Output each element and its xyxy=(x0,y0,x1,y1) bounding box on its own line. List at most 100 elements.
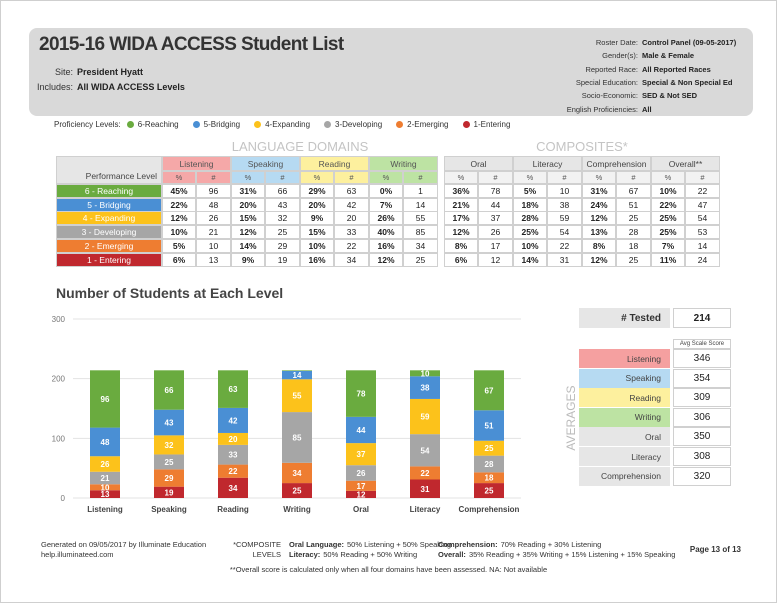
bar-label: 55 xyxy=(293,392,302,401)
count-cell: 59 xyxy=(547,211,582,226)
bar-label: 18 xyxy=(485,474,494,483)
definition: Literacy: 50% Reading + 50% Writing xyxy=(289,550,417,559)
bar-label: 66 xyxy=(165,386,174,395)
count-cell: 96 xyxy=(196,184,231,198)
definition-label: Literacy: xyxy=(289,550,321,559)
average-value: 320 xyxy=(673,466,731,486)
percent-cell: 15% xyxy=(300,225,334,240)
percent-cell: 12% xyxy=(444,225,478,240)
percent-cell: 31% xyxy=(231,184,265,198)
legend-item: 1-Entering xyxy=(462,120,510,129)
x-tick-label: Speaking xyxy=(151,505,187,514)
count-cell: 22 xyxy=(547,238,582,253)
count-cell: 17 xyxy=(478,238,513,253)
average-label: Literacy xyxy=(579,447,670,466)
bar-segment xyxy=(90,427,120,457)
legend-dot xyxy=(192,121,200,128)
header-box xyxy=(29,28,753,116)
legend-item: 4-Expanding xyxy=(254,120,310,129)
legend-dot xyxy=(126,121,134,128)
bar-segment xyxy=(282,370,312,380)
includes-label: Includes: xyxy=(36,82,73,92)
count-cell: 85 xyxy=(403,225,438,240)
report-title: 2015-16 WIDA ACCESS Student List xyxy=(39,34,344,55)
average-value: 354 xyxy=(673,368,731,388)
bar-segment xyxy=(90,471,120,485)
percent-cell: 7% xyxy=(369,197,403,212)
count-cell: 63 xyxy=(334,184,369,198)
sub-header: # xyxy=(685,171,720,184)
count-cell: 34 xyxy=(334,252,369,267)
count-cell: 53 xyxy=(685,225,720,240)
sub-header: # xyxy=(265,171,300,184)
count-cell: 14 xyxy=(403,197,438,212)
bar-segment xyxy=(154,409,184,436)
sub-header: % xyxy=(231,171,265,184)
bar-segment xyxy=(154,370,184,410)
bar-label: 38 xyxy=(421,384,430,393)
sub-header: % xyxy=(300,171,334,184)
legend-item: 3-Developing xyxy=(324,120,382,129)
sub-header: % xyxy=(369,171,403,184)
roster-value: Control Panel (09-05-2017) xyxy=(642,38,737,47)
bar-segment xyxy=(410,376,440,399)
bar-segment xyxy=(218,464,248,478)
count-cell: 54 xyxy=(685,211,720,226)
legend-text: 4-Expanding xyxy=(265,120,311,129)
average-label: Speaking xyxy=(579,368,670,388)
percent-cell: 25% xyxy=(651,225,685,240)
bar-label: 13 xyxy=(101,490,110,499)
average-label: Writing xyxy=(579,407,670,427)
count-cell: 10 xyxy=(547,184,582,198)
percent-cell: 7% xyxy=(651,238,685,253)
bar-label: 28 xyxy=(485,460,494,469)
count-cell: 12 xyxy=(478,252,513,267)
bar-label: 22 xyxy=(229,467,238,476)
bar-segment xyxy=(474,440,504,456)
legend-label: Proficiency Levels: xyxy=(54,120,121,129)
bar-segment xyxy=(474,370,504,411)
count-cell: 1 xyxy=(403,184,438,198)
roster-label: English Proficiencies: xyxy=(566,104,638,114)
chart: 0100200300131021264896Listening192925324… xyxy=(52,315,521,514)
average-label: Comprehension xyxy=(579,466,670,486)
percent-cell: 12% xyxy=(369,252,403,267)
bar-label: 63 xyxy=(229,385,238,394)
sub-header: # xyxy=(616,171,651,184)
y-tick-label: 300 xyxy=(52,315,66,324)
bar-segment xyxy=(346,490,376,498)
bar-segment xyxy=(218,370,248,408)
sub-header: % xyxy=(513,171,547,184)
percent-cell: 22% xyxy=(651,197,685,212)
sub-header: # xyxy=(478,171,513,184)
bar-segment xyxy=(410,398,440,435)
percent-cell: 16% xyxy=(300,252,334,267)
count-cell: 54 xyxy=(547,225,582,240)
bar-label: 34 xyxy=(293,469,302,478)
row-label: 2 - Emerging xyxy=(56,238,162,253)
row-label: 6 - Reaching xyxy=(56,184,162,198)
percent-cell: 12% xyxy=(582,211,616,226)
bar-segment xyxy=(90,484,120,491)
bar-segment xyxy=(218,432,248,445)
composite-label: *COMPOSITE xyxy=(233,540,281,549)
chart-title: Number of Students at Each Level xyxy=(56,285,284,301)
site-label: Site: xyxy=(54,67,73,77)
bar-label: 14 xyxy=(293,371,302,380)
bar-label: 85 xyxy=(293,433,302,442)
includes-value: All WIDA ACCESS Levels xyxy=(77,82,185,92)
bar-label: 10 xyxy=(101,483,110,492)
bar-segment xyxy=(282,412,312,463)
roster-value: Special & Non Special Ed xyxy=(642,77,733,87)
count-cell: 26 xyxy=(478,225,513,240)
roster-value: Male & Female xyxy=(642,51,695,61)
definition-label: Oral Language: xyxy=(289,540,345,549)
count-cell: 29 xyxy=(265,238,300,253)
percent-cell: 10% xyxy=(651,184,685,198)
percent-cell: 22% xyxy=(162,197,196,212)
percent-cell: 40% xyxy=(369,225,403,240)
tested-label: # Tested xyxy=(579,308,670,328)
bar-segment xyxy=(282,370,312,371)
generated: Generated on 09/05/2017 by Illuminate Ed… xyxy=(41,540,207,549)
bar-label: 37 xyxy=(357,450,366,459)
